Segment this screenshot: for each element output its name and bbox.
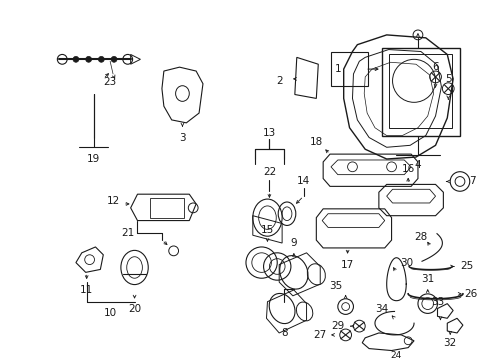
Text: 5: 5: [444, 74, 450, 84]
Text: 1: 1: [334, 64, 341, 74]
Text: 19: 19: [87, 154, 100, 164]
Text: 11: 11: [80, 285, 93, 295]
Text: 20: 20: [128, 303, 141, 314]
Bar: [330, 51, 367, 86]
Text: 13: 13: [262, 127, 276, 138]
Bar: [150, 198, 184, 218]
Text: 4: 4: [414, 160, 420, 170]
Circle shape: [73, 57, 79, 62]
Text: 7: 7: [468, 176, 475, 186]
Text: 35: 35: [328, 281, 342, 291]
Text: 32: 32: [443, 338, 456, 348]
Text: 26: 26: [463, 289, 476, 299]
Text: 29: 29: [330, 321, 344, 331]
Text: 28: 28: [413, 232, 427, 242]
Text: 6: 6: [431, 62, 438, 72]
Text: 25: 25: [459, 261, 472, 271]
Text: 21: 21: [121, 228, 134, 238]
Text: 17: 17: [340, 260, 353, 270]
Text: 12: 12: [106, 196, 120, 206]
Text: 15: 15: [260, 225, 274, 235]
Circle shape: [111, 57, 117, 62]
Bar: [388, 54, 451, 128]
Text: 2: 2: [275, 76, 282, 86]
Text: 24: 24: [390, 351, 401, 360]
Text: 10: 10: [103, 309, 117, 318]
Text: 34: 34: [374, 303, 387, 314]
Text: 22: 22: [262, 167, 276, 177]
Text: 27: 27: [313, 330, 326, 340]
Text: 33: 33: [430, 297, 443, 307]
Text: 16: 16: [401, 164, 414, 174]
Text: 8: 8: [280, 328, 287, 338]
Text: 3: 3: [179, 132, 185, 143]
Text: 18: 18: [309, 138, 322, 147]
Circle shape: [85, 57, 91, 62]
Text: 31: 31: [420, 274, 433, 284]
Circle shape: [98, 57, 104, 62]
Text: 30: 30: [399, 258, 412, 267]
Bar: [381, 48, 459, 136]
Text: 9: 9: [290, 238, 297, 248]
Text: 14: 14: [296, 176, 309, 186]
Text: 23: 23: [103, 77, 117, 87]
